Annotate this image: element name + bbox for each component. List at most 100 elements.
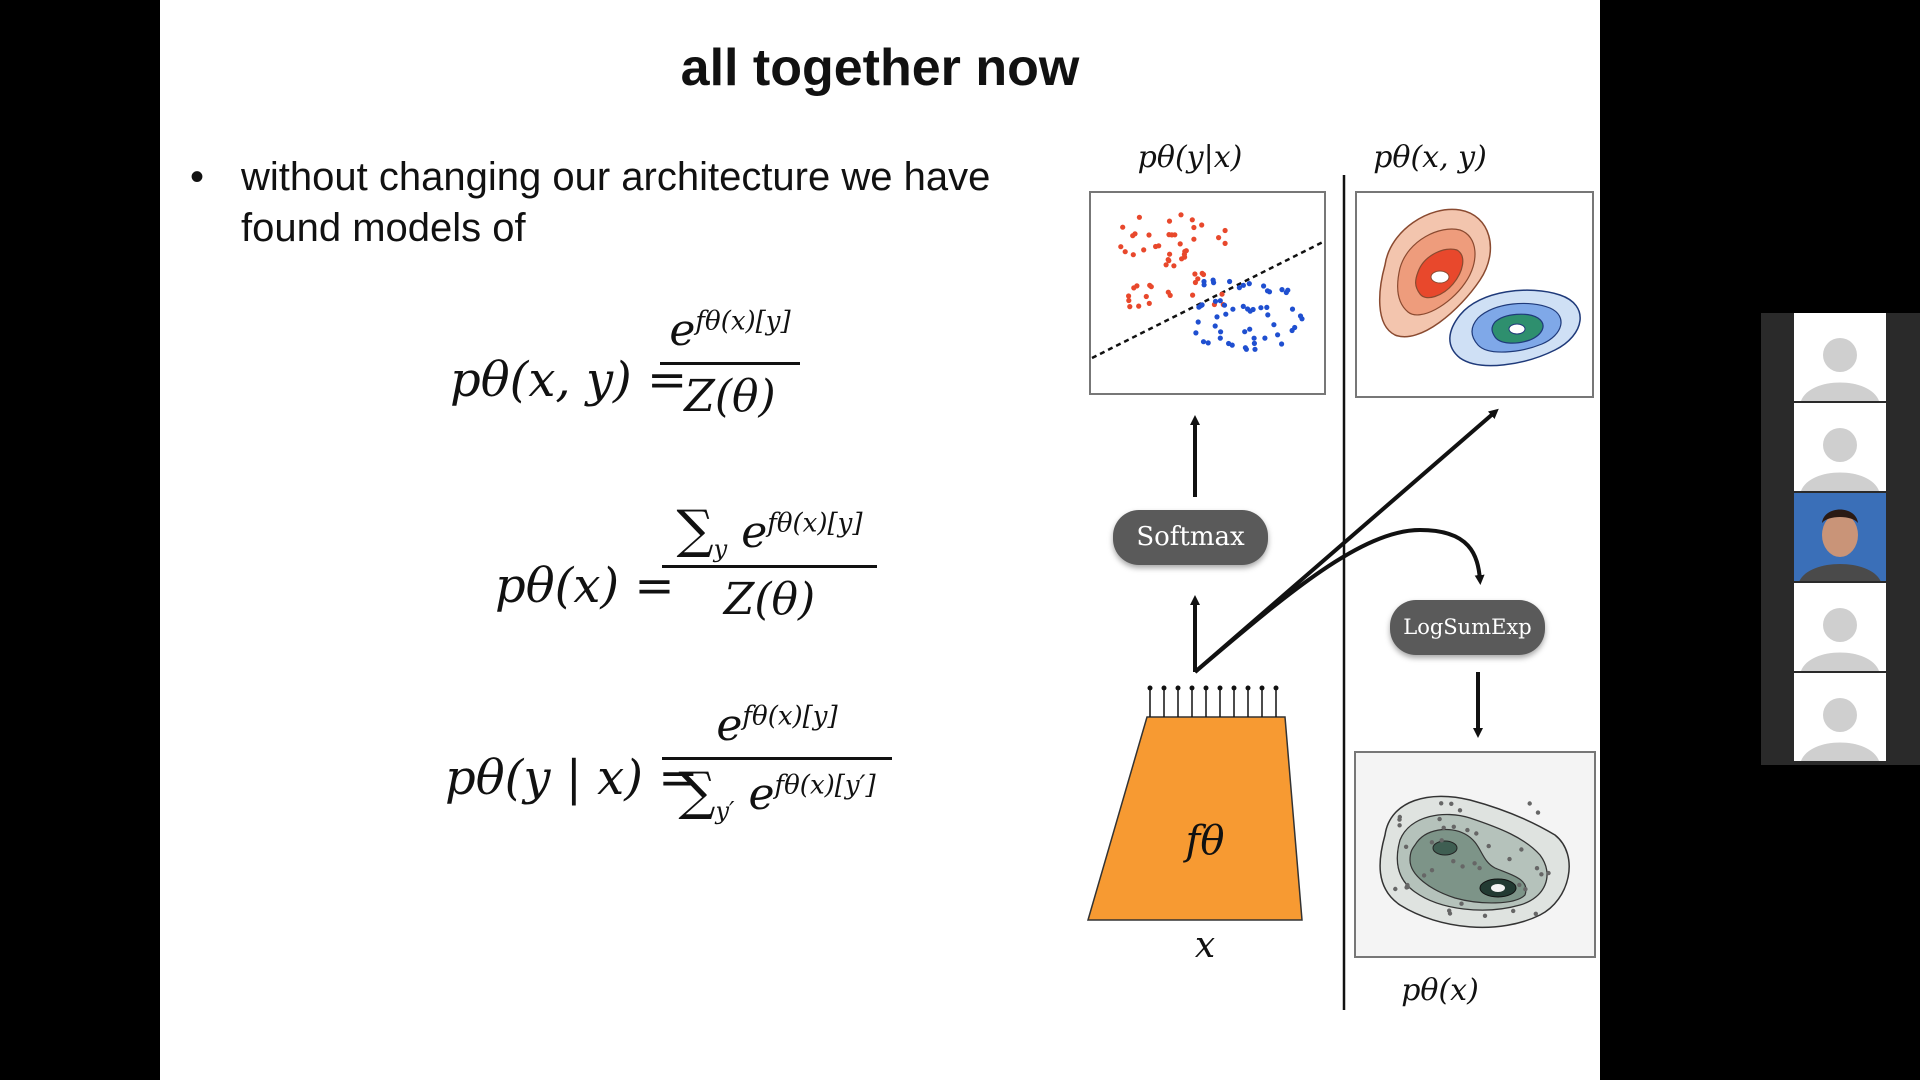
sample-point <box>1177 241 1183 247</box>
sample-point <box>1163 262 1169 268</box>
sample-point <box>1405 882 1410 888</box>
label-conditional: pθ(y|x) <box>1137 140 1243 175</box>
output-unit <box>1189 685 1195 691</box>
sample-point <box>1196 304 1202 310</box>
sample-point <box>1539 872 1544 877</box>
sample-point <box>1283 289 1289 296</box>
sample-point <box>1217 335 1223 341</box>
sample-point <box>1127 304 1133 310</box>
sample-point <box>1132 231 1138 237</box>
sample-point <box>1252 346 1258 352</box>
sample-point <box>1429 868 1435 873</box>
sample-point <box>1166 218 1173 224</box>
sample-point <box>1210 277 1216 283</box>
bullet-marker: • <box>190 155 205 199</box>
denominator: Z(θ) <box>723 573 816 625</box>
sample-point <box>1153 243 1159 250</box>
sample-point <box>1192 279 1198 286</box>
output-unit <box>1231 685 1237 691</box>
sample-point <box>1221 302 1228 308</box>
sample-point <box>1247 326 1253 332</box>
fraction-bar <box>660 362 800 365</box>
label-joint: pθ(x, y) <box>1373 140 1487 175</box>
output-unit <box>1217 685 1223 691</box>
sample-point <box>1289 327 1295 334</box>
sample-point <box>1474 831 1479 836</box>
participant-tile[interactable] <box>1794 403 1886 491</box>
red-class-points <box>1118 212 1228 310</box>
label-marginal: pθ(x) <box>1401 973 1479 1008</box>
sample-point <box>1251 335 1257 341</box>
sample-point <box>1393 886 1398 892</box>
sample-point <box>1451 824 1457 829</box>
output-unit <box>1273 685 1279 691</box>
sample-point <box>1226 340 1232 347</box>
sample-point <box>1297 313 1304 319</box>
sample-point <box>1169 232 1175 238</box>
sample-point <box>1242 329 1248 335</box>
sample-point <box>1262 335 1268 341</box>
equation-lhs: pθ(x) = <box>495 558 675 614</box>
sample-point <box>1265 312 1271 318</box>
participants-sidebar <box>1761 313 1920 765</box>
sample-point <box>1136 303 1142 309</box>
sample-point <box>1167 292 1173 298</box>
sample-point <box>1167 251 1173 257</box>
sample-point <box>1535 810 1541 815</box>
sample-point <box>1118 244 1124 250</box>
sample-point <box>1533 911 1539 916</box>
sample-point <box>1195 276 1201 282</box>
network-label: fθ <box>1185 818 1225 864</box>
sample-point <box>1199 222 1205 228</box>
decision-boundary <box>1091 240 1324 360</box>
sample-point <box>1191 224 1197 231</box>
sample-point <box>1279 287 1285 293</box>
sample-point <box>1258 305 1264 311</box>
sample-point <box>1223 311 1229 317</box>
sample-point <box>1212 323 1218 329</box>
output-unit <box>1259 685 1265 691</box>
sample-point <box>1190 292 1196 298</box>
sample-point <box>1441 825 1446 830</box>
joint-density-panel <box>1355 191 1594 398</box>
sample-point <box>1126 297 1132 304</box>
sample-point <box>1437 816 1442 822</box>
sample-point <box>1261 283 1267 289</box>
sample-point <box>1141 247 1147 253</box>
sample-point <box>1451 859 1456 864</box>
sample-point <box>1130 252 1136 258</box>
sample-point <box>1246 281 1252 287</box>
participant-video-tile[interactable] <box>1794 493 1886 581</box>
sample-point <box>1523 887 1528 892</box>
sample-point <box>1527 801 1532 806</box>
sample-point <box>1122 249 1128 255</box>
participant-tile[interactable] <box>1794 313 1886 401</box>
arrow-to-logsumexp <box>1193 527 1485 674</box>
sample-point <box>1227 278 1233 285</box>
sample-point <box>1230 306 1236 312</box>
sample-point <box>1217 298 1223 304</box>
sample-point <box>1289 306 1296 312</box>
logsumexp-node: LogSumExp <box>1390 600 1545 655</box>
sample-point <box>1120 224 1126 230</box>
sample-point <box>1146 232 1152 238</box>
fraction-bar <box>662 564 877 568</box>
denominator: Z(θ) <box>684 371 776 422</box>
participant-tile[interactable] <box>1794 673 1886 761</box>
sample-point <box>1546 870 1551 876</box>
participant-tile[interactable] <box>1794 583 1886 671</box>
sample-point <box>1271 322 1277 328</box>
sample-point <box>1486 843 1491 849</box>
equation-fraction: efθ(x)[y] ∑y′ efθ(x)[y′] <box>662 700 892 825</box>
output-unit <box>1245 685 1251 691</box>
sample-point <box>1266 289 1273 295</box>
equation-lhs: pθ(x, y) = <box>450 352 688 408</box>
network-block <box>1087 408 1499 921</box>
sample-point <box>1439 801 1444 806</box>
sample-point <box>1264 304 1270 310</box>
sample-point <box>1460 864 1465 869</box>
sample-point <box>1193 330 1199 336</box>
sample-point <box>1218 329 1224 335</box>
sample-point <box>1275 332 1281 338</box>
sample-point <box>1222 227 1228 234</box>
